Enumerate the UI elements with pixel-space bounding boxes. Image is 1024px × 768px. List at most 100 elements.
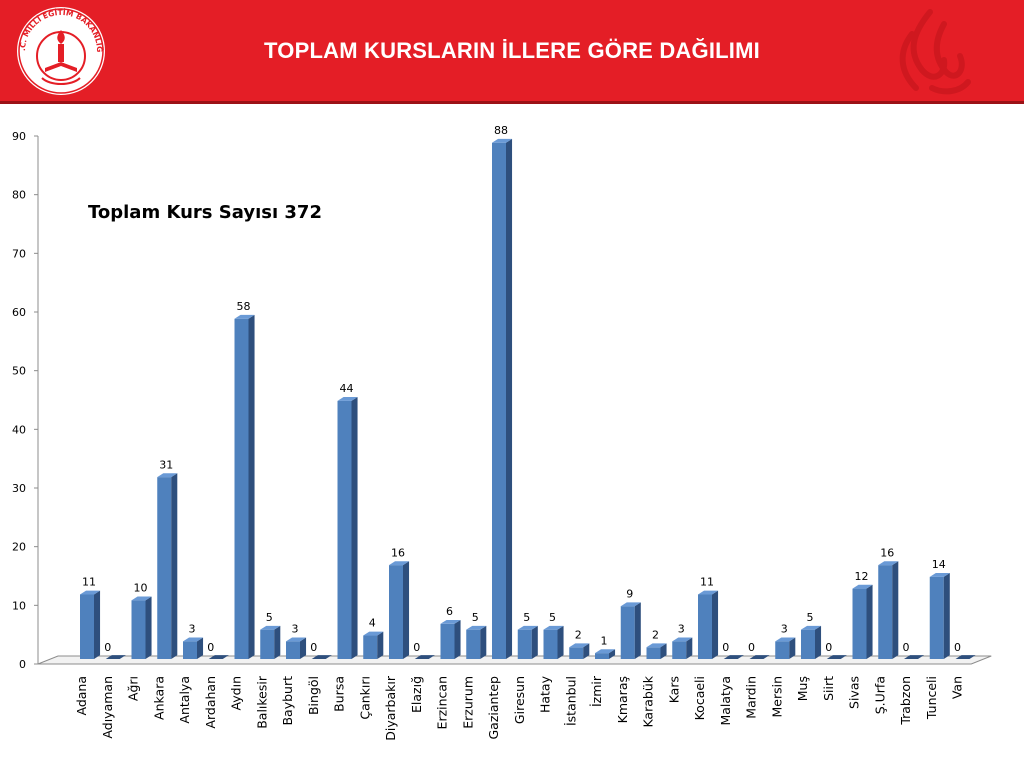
data-label: 0	[825, 641, 832, 654]
category-label: Aydın	[229, 676, 244, 710]
bar-side	[480, 625, 487, 659]
category-label: Ağrı	[126, 676, 141, 701]
flame-emblem	[899, 9, 971, 95]
category-label: Erzurum	[460, 676, 475, 729]
category-label: Adana	[74, 676, 89, 716]
data-label: 16	[391, 546, 405, 559]
category-label: Diyarbakır	[383, 675, 398, 741]
bar	[80, 590, 101, 659]
category-label: Gaziantep	[486, 676, 501, 740]
data-label: 0	[413, 641, 420, 654]
data-label: 0	[954, 641, 961, 654]
bar-side	[300, 637, 307, 659]
bar-top	[234, 314, 255, 319]
data-label: 1	[601, 634, 608, 647]
bar-top	[80, 590, 101, 595]
data-label: 11	[700, 576, 714, 589]
data-label: 0	[748, 641, 755, 654]
bar-side	[171, 473, 178, 659]
bar-zero	[826, 655, 847, 659]
bar	[698, 590, 719, 659]
bar-front	[801, 629, 815, 659]
bar-top	[440, 619, 461, 624]
data-label: 0	[903, 641, 910, 654]
data-label: 9	[626, 587, 633, 600]
floor-plane	[37, 655, 992, 665]
y-tick-label: 0	[19, 658, 26, 671]
bar-top	[131, 596, 152, 601]
bar-side	[248, 314, 255, 659]
bar-front	[131, 600, 146, 659]
bar-front	[672, 641, 687, 659]
bar-top	[337, 397, 358, 401]
category-label: Sivas	[847, 676, 862, 709]
category-label: İzmir	[589, 675, 604, 707]
data-label: 0	[722, 641, 729, 654]
bar-side	[197, 637, 204, 659]
data-label: 5	[807, 611, 814, 624]
category-label: Kmaraş	[615, 676, 630, 723]
bar-top	[672, 637, 693, 642]
bar-top	[646, 643, 667, 648]
bar-front	[492, 142, 506, 659]
category-label: İstanbul	[563, 676, 578, 726]
bar-top	[878, 561, 899, 566]
bar-top	[620, 602, 641, 607]
bar	[595, 649, 616, 659]
bar-side	[531, 625, 538, 659]
y-tick-label: 80	[12, 189, 26, 202]
bar-top	[286, 637, 307, 642]
bar-front	[878, 565, 893, 659]
bar-zero	[208, 655, 229, 659]
category-label: Mersin	[769, 676, 784, 718]
bar-front	[363, 635, 378, 659]
bar-front	[389, 565, 403, 659]
bar	[234, 314, 255, 659]
bar-side	[634, 602, 641, 659]
data-label: 0	[207, 641, 214, 654]
data-label: 0	[104, 641, 111, 654]
category-label: Trabzon	[898, 676, 913, 726]
category-label: Bursa	[332, 676, 347, 712]
data-label: 44	[340, 382, 354, 395]
category-label: Van	[950, 676, 965, 699]
bar	[904, 655, 925, 659]
bar	[183, 637, 204, 659]
bar-side	[686, 637, 693, 659]
y-tick-label: 30	[12, 482, 26, 495]
bar-side	[377, 631, 384, 659]
bar	[466, 625, 487, 659]
category-label: Antalya	[177, 676, 192, 724]
category-label: Kocaeli	[692, 676, 707, 720]
bar	[723, 655, 744, 659]
bar-top	[363, 631, 384, 636]
category-label: Hatay	[538, 675, 553, 713]
bar-top	[801, 625, 822, 630]
bar	[929, 573, 950, 659]
bar-top	[852, 584, 873, 589]
bar-front	[569, 647, 584, 659]
bar-side	[789, 637, 796, 659]
header-bar	[0, 0, 1024, 101]
bar	[492, 138, 513, 660]
bar	[105, 655, 126, 659]
data-label: 10	[134, 581, 148, 594]
category-label: Tunceli	[924, 676, 939, 720]
category-label: Kars	[666, 676, 681, 703]
data-label: 11	[82, 576, 96, 589]
bar-side	[943, 573, 950, 659]
bar-top	[260, 625, 281, 630]
bar-side	[866, 584, 873, 659]
y-tick-label: 60	[12, 306, 26, 319]
bar	[775, 637, 796, 659]
category-label: Adıyaman	[100, 676, 115, 739]
bar-top	[157, 473, 178, 478]
page-title: TOPLAM KURSLARIN İLLERE GÖRE DAĞILIMI	[264, 38, 760, 63]
data-label: 31	[159, 458, 173, 471]
bar	[672, 637, 693, 659]
bar-zero	[311, 655, 332, 659]
bar	[208, 655, 229, 659]
bar-front	[852, 588, 867, 659]
bar-side	[557, 625, 564, 659]
